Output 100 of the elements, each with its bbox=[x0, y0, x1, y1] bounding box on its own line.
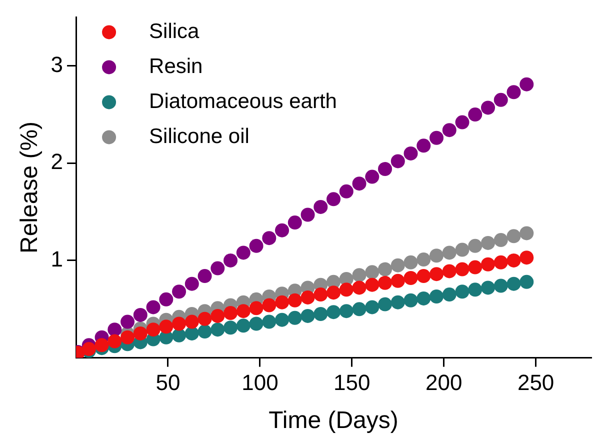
point bbox=[133, 308, 148, 322]
point bbox=[146, 322, 160, 337]
y-tick-label: 2 bbox=[50, 149, 64, 174]
point bbox=[352, 302, 366, 316]
x-tick-label: 100 bbox=[242, 370, 278, 396]
point bbox=[275, 295, 290, 310]
point bbox=[365, 278, 380, 292]
point bbox=[481, 257, 496, 272]
y-tick-label: 3 bbox=[50, 52, 64, 77]
point bbox=[430, 130, 444, 145]
point bbox=[339, 282, 354, 297]
point bbox=[506, 253, 521, 268]
point bbox=[339, 184, 354, 198]
point bbox=[378, 276, 392, 290]
point bbox=[494, 255, 508, 270]
point bbox=[249, 316, 264, 331]
point bbox=[468, 260, 482, 274]
point bbox=[210, 308, 225, 323]
point bbox=[224, 320, 238, 335]
point bbox=[430, 248, 444, 263]
point bbox=[352, 176, 366, 191]
point bbox=[442, 123, 456, 138]
point bbox=[224, 306, 238, 320]
point bbox=[481, 100, 496, 115]
point bbox=[300, 308, 315, 323]
point bbox=[249, 301, 264, 316]
point bbox=[326, 286, 341, 300]
point bbox=[520, 250, 534, 265]
x-tick-label: 150 bbox=[334, 370, 370, 396]
point bbox=[300, 290, 315, 304]
point bbox=[262, 231, 276, 246]
point bbox=[314, 288, 328, 302]
point bbox=[120, 314, 135, 329]
point bbox=[365, 265, 380, 280]
point bbox=[159, 320, 174, 334]
point bbox=[481, 280, 496, 295]
point bbox=[133, 326, 148, 340]
point bbox=[288, 310, 302, 325]
point bbox=[468, 108, 482, 122]
point bbox=[275, 223, 290, 238]
point bbox=[120, 330, 135, 344]
point bbox=[404, 293, 418, 308]
point bbox=[455, 284, 470, 299]
point bbox=[172, 316, 186, 331]
point bbox=[390, 258, 405, 272]
point bbox=[224, 253, 238, 268]
x-tick-label: 50 bbox=[156, 370, 180, 396]
point bbox=[300, 208, 315, 222]
point bbox=[416, 291, 431, 306]
point bbox=[506, 276, 521, 291]
point bbox=[184, 326, 199, 340]
point bbox=[494, 92, 508, 107]
x-tick-label: 200 bbox=[426, 370, 462, 396]
point bbox=[455, 115, 470, 130]
point bbox=[236, 304, 250, 318]
point bbox=[404, 255, 418, 270]
point bbox=[455, 242, 470, 257]
point bbox=[416, 269, 431, 284]
point bbox=[455, 262, 470, 276]
y-axis-title: Release (%) bbox=[16, 121, 44, 254]
point bbox=[520, 77, 534, 92]
point bbox=[365, 170, 380, 184]
legend-label: Diatomaceous earth bbox=[149, 90, 337, 113]
point bbox=[210, 261, 225, 276]
point bbox=[236, 318, 250, 333]
point bbox=[506, 85, 521, 100]
point bbox=[442, 264, 456, 278]
point bbox=[416, 138, 431, 153]
point bbox=[378, 262, 392, 276]
point bbox=[314, 200, 328, 214]
point bbox=[352, 280, 366, 295]
point bbox=[172, 328, 186, 342]
point bbox=[94, 338, 109, 352]
legend-label: Silica bbox=[149, 20, 200, 43]
x-axis-title: Time (Days) bbox=[268, 407, 398, 434]
point bbox=[378, 162, 392, 176]
point bbox=[236, 246, 250, 260]
point bbox=[198, 324, 212, 339]
point bbox=[198, 269, 212, 284]
point bbox=[365, 300, 380, 314]
point bbox=[378, 297, 392, 312]
point bbox=[108, 322, 122, 337]
point bbox=[404, 271, 418, 286]
point bbox=[210, 322, 225, 337]
point bbox=[249, 238, 264, 253]
point bbox=[275, 312, 290, 327]
point bbox=[468, 282, 482, 297]
point bbox=[339, 304, 354, 318]
y-tick-label: 1 bbox=[50, 246, 64, 272]
point bbox=[262, 298, 276, 312]
point bbox=[184, 314, 199, 329]
point bbox=[390, 295, 405, 310]
point bbox=[146, 300, 160, 314]
point bbox=[184, 276, 199, 291]
point bbox=[326, 305, 341, 320]
point bbox=[494, 233, 508, 248]
point bbox=[390, 274, 405, 288]
legend-label: Silicone oil bbox=[149, 124, 250, 148]
point bbox=[159, 292, 174, 306]
point bbox=[520, 226, 534, 240]
